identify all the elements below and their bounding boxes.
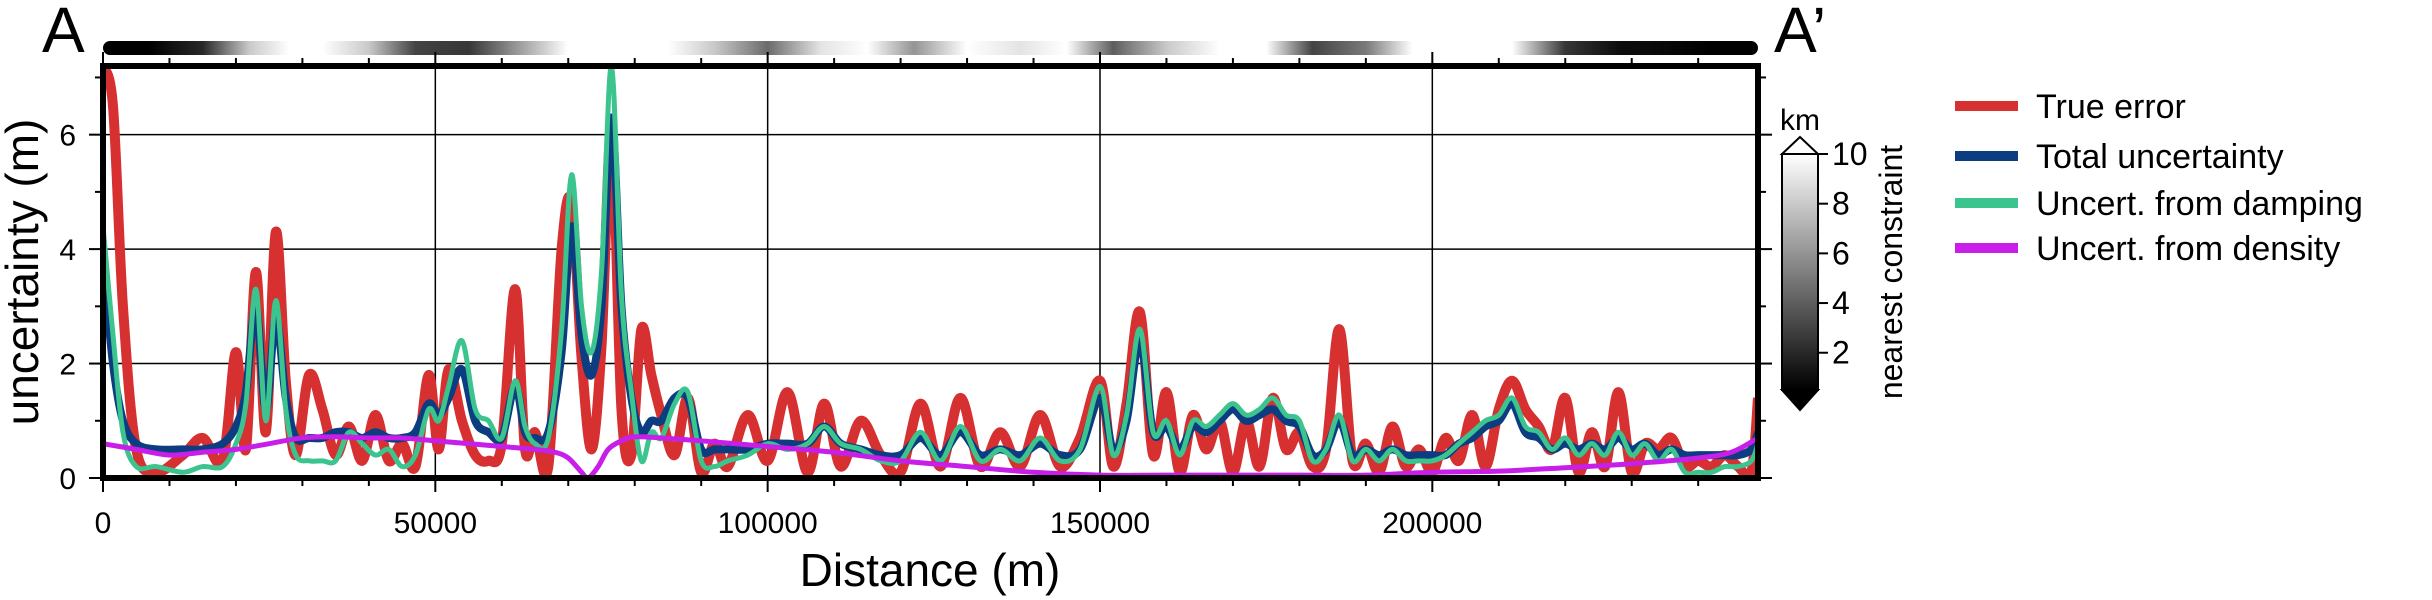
colorbar-tick-label: 8 — [1832, 186, 1850, 222]
colorbar-scale — [1781, 153, 1819, 391]
x-axis-ticks: 0 50000 100000 150000 200000 — [95, 52, 1700, 540]
y-tick-label: 6 — [59, 120, 76, 153]
colorbar-tick-label: 6 — [1832, 235, 1850, 271]
legend: True error Total uncertainty Uncert. from … — [1955, 88, 2363, 268]
series-line-uncert-from-density — [103, 434, 1758, 478]
constraint-distance-strip — [103, 41, 1758, 55]
x-tick-label: 100000 — [718, 507, 818, 540]
colorbar-label: nearest constraint — [1873, 145, 1909, 399]
y-tick-label: 0 — [59, 463, 76, 496]
colorbar-max-arrow — [1779, 135, 1821, 155]
profile-start-label: A — [42, 0, 85, 66]
series-line-uncert-from-damping — [103, 66, 1758, 477]
legend-label: True error — [2036, 88, 2186, 126]
legend-label: Uncert. from damping — [2036, 185, 2363, 223]
series-line-total-uncertainty — [103, 113, 1758, 461]
colorbar: 2 4 6 8 10 km nearest constraint — [1779, 104, 1909, 412]
y-axis-label: uncertainty (m) — [0, 119, 48, 426]
colorbar-tick-label: 2 — [1832, 335, 1850, 371]
legend-label: Uncert. from density — [2036, 230, 2340, 268]
y-tick-label: 4 — [59, 234, 76, 267]
colorbar-unit: km — [1780, 104, 1820, 137]
series-lines — [103, 66, 1758, 478]
colorbar-tick-label: 4 — [1832, 285, 1850, 321]
colorbar-min-arrow — [1779, 389, 1821, 412]
constraint-distance-bar — [103, 41, 1758, 55]
y-axis-ticks: 0 2 4 6 — [59, 76, 1772, 496]
x-axis-label: Distance (m) — [800, 544, 1061, 596]
plot-frame — [100, 63, 1761, 481]
x-tick-label: 200000 — [1382, 507, 1482, 540]
x-tick-label: 50000 — [394, 507, 477, 540]
series-line-true-error — [103, 66, 1758, 478]
x-tick-label: 150000 — [1050, 507, 1150, 540]
colorbar-tick-label: 10 — [1832, 136, 1868, 172]
colorbar-ticks: 2 4 6 8 10 — [1818, 136, 1868, 371]
x-tick-label: 0 — [95, 507, 112, 540]
legend-label: Total uncertainty — [2036, 138, 2284, 176]
y-tick-label: 2 — [59, 349, 76, 382]
profile-end-label: A’ — [1774, 0, 1826, 66]
